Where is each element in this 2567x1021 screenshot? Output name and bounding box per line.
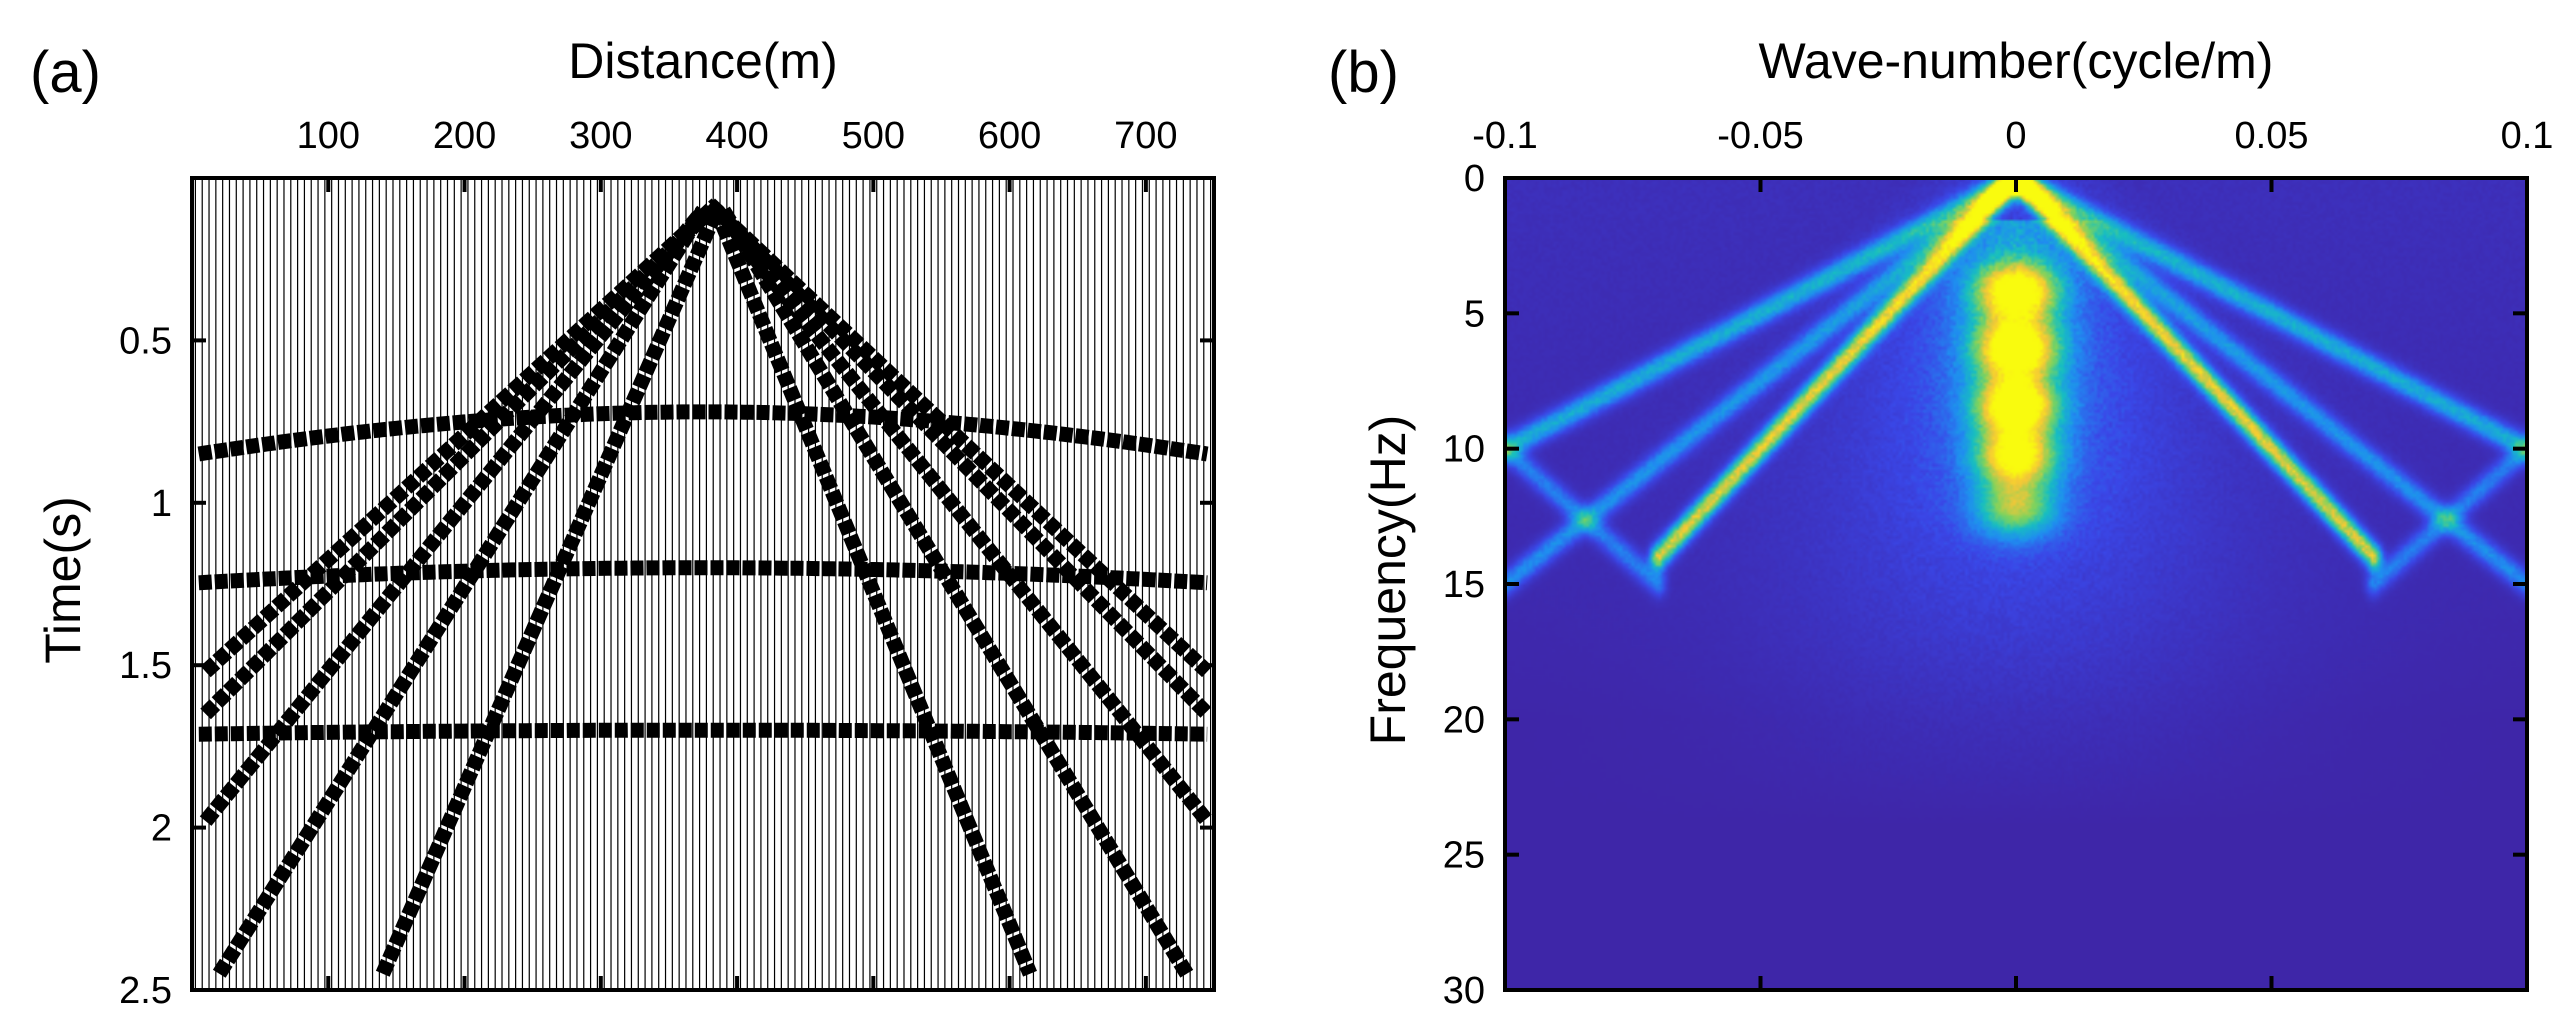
panel-b-x-ticks: -0.1 -0.05 0 0.05 0.1	[1472, 115, 2553, 990]
fk-spectrum-heatmap	[1505, 178, 2527, 990]
panel-b: (b) Wave-number(cycle/m) Frequency(Hz) -…	[1328, 33, 2553, 1012]
panel-b-ylabel: Frequency(Hz)	[1360, 415, 1416, 746]
event-linear-event-7	[711, 205, 1213, 720]
y-tick-label: 10	[1443, 429, 1485, 471]
panel-a-x-ticks: 100 200 300 400 500 600 700	[297, 115, 1178, 990]
panel-b-y-ticks: 0 5 10 15 20 25 30	[1443, 158, 2527, 1012]
event-linear-event-4	[212, 206, 710, 978]
y-tick-label: 20	[1443, 699, 1485, 741]
event-hyperbola-1	[197, 404, 1209, 462]
panel-a-xlabel: Distance(m)	[568, 33, 837, 89]
panel-a-y-ticks: 0.5 1 1.5 2 2.5	[119, 320, 1214, 1012]
y-tick-label: 5	[1464, 293, 1485, 335]
panel-a-plot-frame	[190, 176, 1216, 992]
x-tick-label: 200	[433, 115, 496, 157]
wiggle-traces	[194, 178, 1212, 990]
event-linear-event-10	[709, 207, 1037, 977]
panel-b-label: (b)	[1328, 40, 1399, 105]
x-tick-label: -0.1	[1472, 115, 1537, 157]
event-linear-event-8	[710, 205, 1214, 826]
x-tick-label: 600	[978, 115, 1041, 157]
x-tick-label: 0.1	[2501, 115, 2554, 157]
panel-a-ylabel: Time(s)	[35, 496, 91, 664]
x-tick-label: 700	[1114, 115, 1177, 157]
y-tick-label: 1	[151, 483, 172, 525]
event-linear-event-9	[717, 206, 1194, 978]
y-tick-label: 0.5	[119, 320, 172, 362]
y-tick-label: 15	[1443, 564, 1485, 606]
x-tick-label: 0	[2005, 115, 2026, 157]
y-tick-label: 25	[1443, 835, 1485, 877]
panel-a: (a) Distance(m) Time(s) 100 200 300 400 500 6…	[30, 33, 1216, 1012]
event-linear-event-5	[375, 207, 724, 977]
x-tick-label: 500	[842, 115, 905, 157]
y-tick-label: 2	[151, 808, 172, 850]
x-tick-label: 100	[297, 115, 360, 157]
y-tick-label: 30	[1443, 970, 1485, 1012]
event-linear-event-1	[200, 198, 722, 678]
x-tick-label: 0.05	[2235, 115, 2309, 157]
panel-a-label: (a)	[30, 40, 101, 105]
x-tick-label: 400	[705, 115, 768, 157]
event-hyperbola-3	[198, 722, 1208, 742]
seismic-events	[197, 198, 1214, 978]
x-tick-label: 300	[569, 115, 632, 157]
x-tick-label: -0.05	[1717, 115, 1804, 157]
event-linear-event-3	[199, 205, 709, 826]
y-tick-label: 2.5	[119, 970, 172, 1012]
panel-b-xlabel: Wave-number(cycle/m)	[1759, 33, 2274, 89]
event-hyperbola-2	[198, 560, 1208, 591]
y-tick-label: 1.5	[119, 645, 172, 687]
y-tick-label: 0	[1464, 158, 1485, 200]
